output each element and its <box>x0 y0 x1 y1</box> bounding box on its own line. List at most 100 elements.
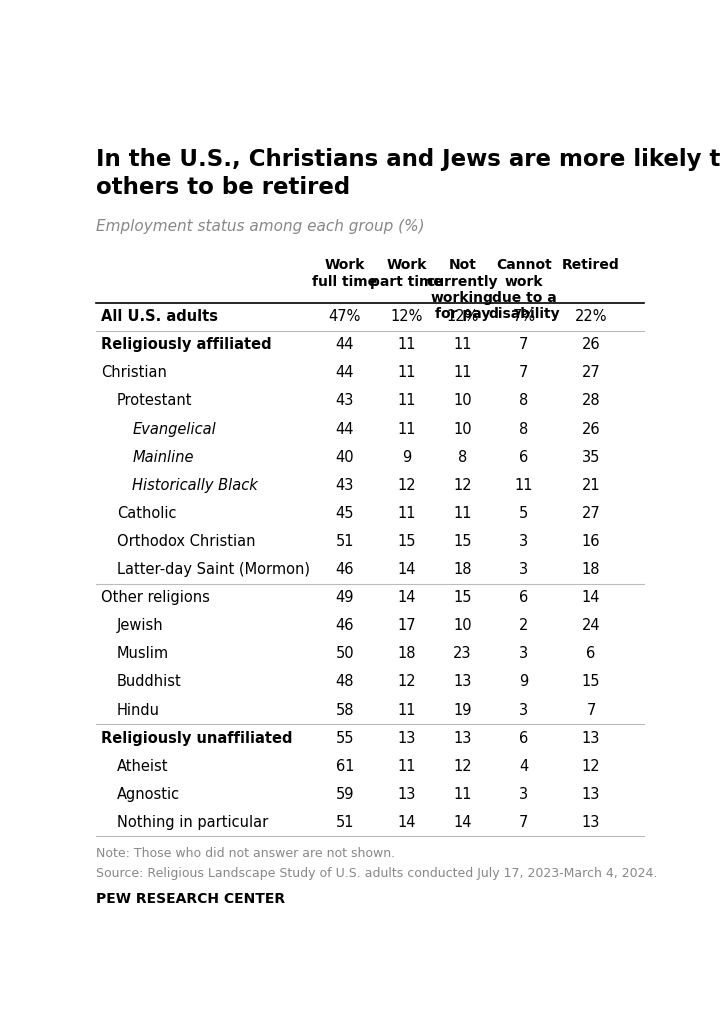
Text: 13: 13 <box>582 815 600 829</box>
Text: 14: 14 <box>397 815 416 829</box>
Text: 59: 59 <box>336 786 354 802</box>
Text: 11: 11 <box>397 702 416 718</box>
Text: 14: 14 <box>582 590 600 605</box>
Text: 3: 3 <box>519 562 529 578</box>
Text: 46: 46 <box>336 618 354 633</box>
Text: 35: 35 <box>582 450 600 465</box>
Text: 13: 13 <box>453 675 471 689</box>
Text: Protestant: Protestant <box>117 393 193 409</box>
Text: Employment status among each group (%): Employment status among each group (%) <box>96 219 425 234</box>
Text: Work
full time: Work full time <box>313 258 378 289</box>
Text: 44: 44 <box>336 422 354 436</box>
Text: All U.S. adults: All U.S. adults <box>101 309 219 325</box>
Text: 12: 12 <box>397 478 416 493</box>
Text: 11: 11 <box>397 366 416 380</box>
Text: 7: 7 <box>519 815 529 829</box>
Text: 13: 13 <box>582 786 600 802</box>
Text: Note: Those who did not answer are not shown.: Note: Those who did not answer are not s… <box>96 847 395 860</box>
Text: 7: 7 <box>519 366 529 380</box>
Text: 28: 28 <box>582 393 601 409</box>
Text: Latter-day Saint (Mormon): Latter-day Saint (Mormon) <box>117 562 310 578</box>
Text: 18: 18 <box>453 562 471 578</box>
Text: 15: 15 <box>397 534 416 549</box>
Text: 14: 14 <box>453 815 471 829</box>
Text: Evangelical: Evangelical <box>132 422 216 436</box>
Text: 26: 26 <box>582 422 601 436</box>
Text: 22%: 22% <box>575 309 607 325</box>
Text: 8: 8 <box>458 450 467 465</box>
Text: 48: 48 <box>336 675 354 689</box>
Text: Catholic: Catholic <box>117 506 177 521</box>
Text: 43: 43 <box>336 393 354 409</box>
Text: 51: 51 <box>336 815 354 829</box>
Text: 14: 14 <box>397 562 416 578</box>
Text: 16: 16 <box>582 534 600 549</box>
Text: 49: 49 <box>336 590 354 605</box>
Text: Buddhist: Buddhist <box>117 675 182 689</box>
Text: 43: 43 <box>336 478 354 493</box>
Text: 11: 11 <box>453 337 471 352</box>
Text: Religiously unaffiliated: Religiously unaffiliated <box>101 730 293 745</box>
Text: 8: 8 <box>519 422 529 436</box>
Text: 5: 5 <box>519 506 529 521</box>
Text: 12%: 12% <box>390 309 422 325</box>
Text: Hindu: Hindu <box>117 702 160 718</box>
Text: Source: Religious Landscape Study of U.S. adults conducted July 17, 2023-March 4: Source: Religious Landscape Study of U.S… <box>96 867 657 881</box>
Text: 27: 27 <box>582 366 601 380</box>
Text: In the U.S., Christians and Jews are more likely than
others to be retired: In the U.S., Christians and Jews are mor… <box>96 148 722 199</box>
Text: Agnostic: Agnostic <box>117 786 180 802</box>
Text: 50: 50 <box>336 646 355 662</box>
Text: 7: 7 <box>519 337 529 352</box>
Text: 12: 12 <box>453 478 471 493</box>
Text: Mainline: Mainline <box>132 450 193 465</box>
Text: 40: 40 <box>336 450 355 465</box>
Text: 11: 11 <box>397 759 416 774</box>
Text: 3: 3 <box>519 786 529 802</box>
Text: 11: 11 <box>453 366 471 380</box>
Text: Jewish: Jewish <box>117 618 164 633</box>
Text: Historically Black: Historically Black <box>132 478 258 493</box>
Text: 6: 6 <box>519 590 529 605</box>
Text: 47%: 47% <box>329 309 361 325</box>
Text: Work
part time: Work part time <box>370 258 443 289</box>
Text: PEW RESEARCH CENTER: PEW RESEARCH CENTER <box>96 893 285 906</box>
Text: 11: 11 <box>397 393 416 409</box>
Text: Atheist: Atheist <box>117 759 169 774</box>
Text: 55: 55 <box>336 730 354 745</box>
Text: 12: 12 <box>453 759 471 774</box>
Text: 4: 4 <box>519 759 529 774</box>
Text: 44: 44 <box>336 337 354 352</box>
Text: 11: 11 <box>397 337 416 352</box>
Text: Cannot
work
due to a
disability: Cannot work due to a disability <box>488 258 560 322</box>
Text: 10: 10 <box>453 618 471 633</box>
Text: Religiously affiliated: Religiously affiliated <box>101 337 272 352</box>
Text: Not
currently
working
for pay: Not currently working for pay <box>427 258 498 322</box>
Text: 15: 15 <box>582 675 600 689</box>
Text: Nothing in particular: Nothing in particular <box>117 815 269 829</box>
Text: 3: 3 <box>519 534 529 549</box>
Text: Muslim: Muslim <box>117 646 169 662</box>
Text: 7: 7 <box>586 702 596 718</box>
Text: 6: 6 <box>519 730 529 745</box>
Text: 12%: 12% <box>446 309 479 325</box>
Text: 44: 44 <box>336 366 354 380</box>
Text: 6: 6 <box>519 450 529 465</box>
Text: 24: 24 <box>582 618 601 633</box>
Text: 12: 12 <box>397 675 416 689</box>
Text: 13: 13 <box>397 786 416 802</box>
Text: Christian: Christian <box>101 366 168 380</box>
Text: 12: 12 <box>582 759 601 774</box>
Text: 11: 11 <box>453 506 471 521</box>
Text: Other religions: Other religions <box>101 590 210 605</box>
Text: 13: 13 <box>582 730 600 745</box>
Text: 2: 2 <box>519 618 529 633</box>
Text: 11: 11 <box>453 786 471 802</box>
Text: 18: 18 <box>582 562 600 578</box>
Text: 19: 19 <box>453 702 471 718</box>
Text: 61: 61 <box>336 759 354 774</box>
Text: Orthodox Christian: Orthodox Christian <box>117 534 256 549</box>
Text: 23: 23 <box>453 646 471 662</box>
Text: 10: 10 <box>453 422 471 436</box>
Text: 21: 21 <box>582 478 601 493</box>
Text: 58: 58 <box>336 702 354 718</box>
